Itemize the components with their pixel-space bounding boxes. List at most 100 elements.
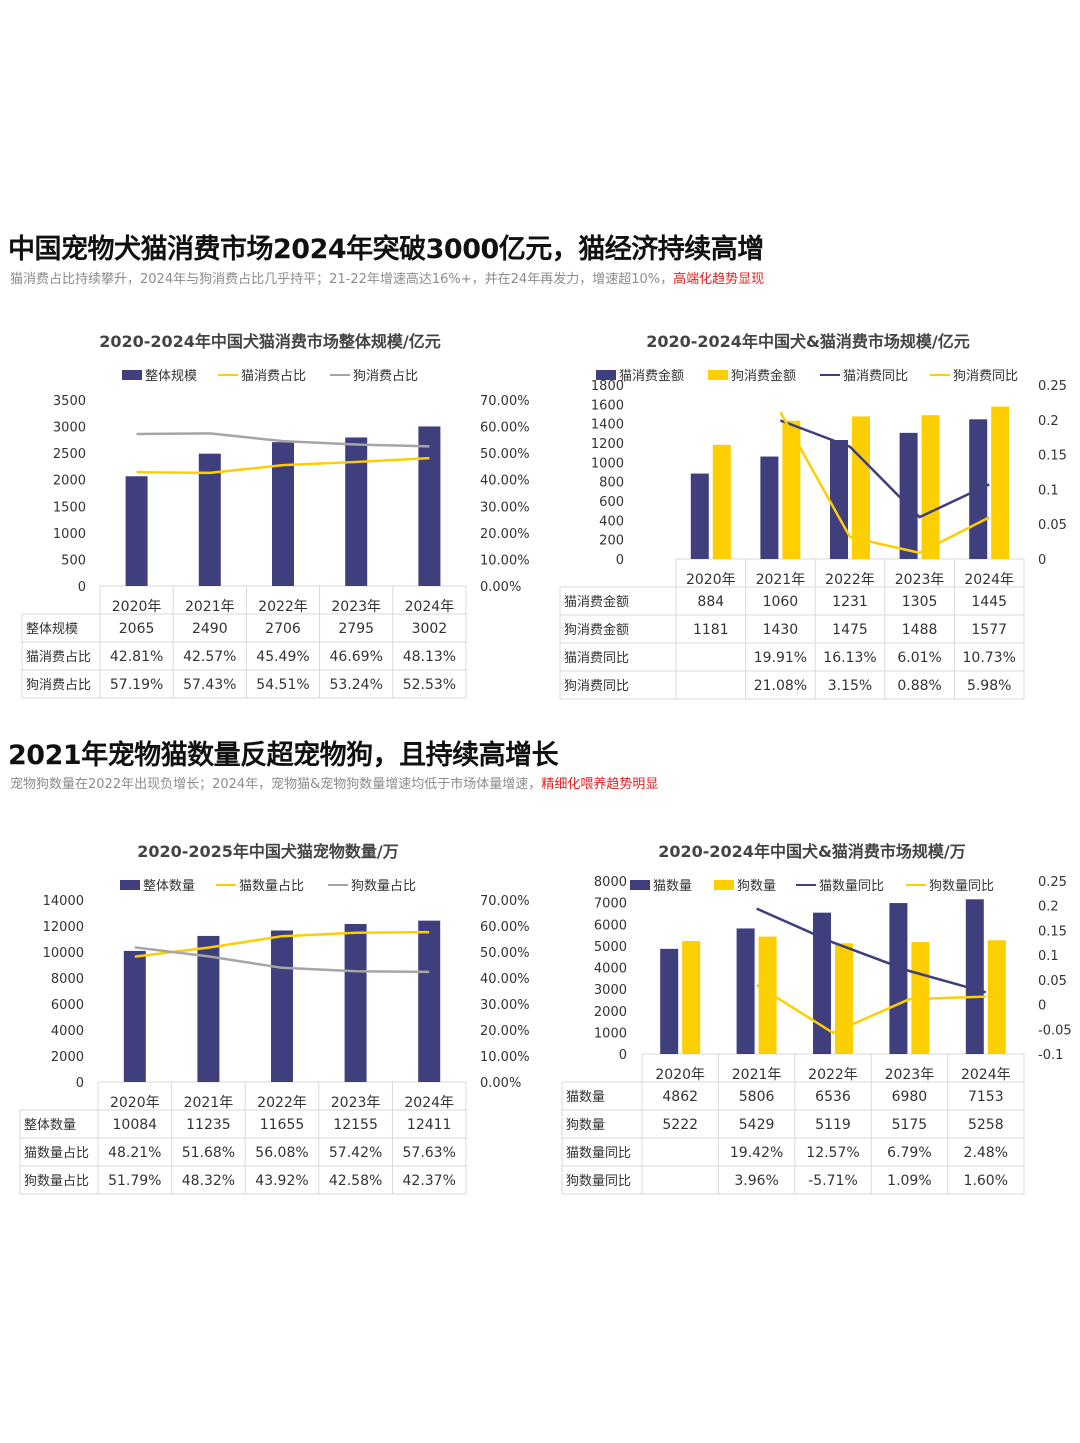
chart-title: 2020-2024年中国犬&猫消费市场规模/亿元 xyxy=(646,332,970,351)
legend-label: 猫数量 xyxy=(653,879,692,894)
right-tick-label: 60.00% xyxy=(480,421,530,436)
bar xyxy=(921,415,940,559)
left-tick-label: 1800 xyxy=(591,379,624,394)
legend-label: 猫消费占比 xyxy=(241,369,306,384)
table-cell: 57.63% xyxy=(403,1145,456,1161)
category-label: 2022年 xyxy=(825,572,875,588)
bar xyxy=(965,899,984,1054)
table-cell: 12155 xyxy=(333,1117,378,1133)
table-cell: 1.09% xyxy=(887,1173,931,1189)
table-cell: 2706 xyxy=(265,621,301,637)
table-row-label: 狗消费同比 xyxy=(564,679,629,694)
table-cell: 7153 xyxy=(968,1089,1004,1105)
left-tick-label: 12000 xyxy=(43,920,84,935)
left-tick-label: 500 xyxy=(61,553,86,568)
bar xyxy=(125,476,148,586)
section2-subline-text: 宠物狗数量在2022年出现负增长；2024年，宠物猫&宠物狗数量增速均低于市场体… xyxy=(10,777,542,792)
bar xyxy=(712,444,731,559)
table-cell: 57.42% xyxy=(329,1145,382,1161)
table-cell: 2490 xyxy=(192,621,228,637)
table-cell: 884 xyxy=(697,594,724,610)
category-label: 2020年 xyxy=(655,1067,705,1083)
table-cell: 6.79% xyxy=(887,1145,931,1161)
category-label: 2021年 xyxy=(756,572,806,588)
table-cell: 57.19% xyxy=(110,677,163,693)
table-cell: 2065 xyxy=(119,621,155,637)
left-tick-label: 1200 xyxy=(591,437,624,452)
left-tick-label: 0 xyxy=(619,1048,627,1063)
left-tick-label: 4000 xyxy=(51,1024,84,1039)
table-cell: 1430 xyxy=(763,622,799,638)
category-label: 2022年 xyxy=(258,599,308,615)
left-tick-label: 3000 xyxy=(594,983,627,998)
table-row-label: 猫数量同比 xyxy=(566,1146,631,1161)
right-tick-label: 0.25 xyxy=(1038,379,1067,394)
bar xyxy=(758,936,777,1054)
left-tick-label: 14000 xyxy=(43,894,84,909)
table-cell: 46.69% xyxy=(330,649,383,665)
table-cell: 52.53% xyxy=(403,677,456,693)
table-row-label: 整体数量 xyxy=(24,1118,76,1133)
legend-label: 猫数量同比 xyxy=(819,879,884,894)
legend-swatch xyxy=(708,370,728,380)
table-row-label: 狗消费金额 xyxy=(564,622,629,638)
table-cell: 56.08% xyxy=(255,1145,308,1161)
table-row-label: 狗数量同比 xyxy=(566,1174,631,1189)
section2-subline-highlight: 精细化喂养趋势明显 xyxy=(541,777,659,792)
table-row-label: 猫数量占比 xyxy=(24,1146,89,1161)
legend-label: 猫消费同比 xyxy=(843,369,908,384)
right-tick-label: 0.00% xyxy=(480,1076,521,1091)
right-tick-label: 0 xyxy=(1038,999,1046,1014)
right-tick-label: 70.00% xyxy=(480,894,530,909)
bar xyxy=(271,930,293,1082)
category-label: 2021年 xyxy=(185,599,235,615)
table-cell: 42.58% xyxy=(329,1173,382,1189)
category-label: 2024年 xyxy=(404,1095,454,1111)
left-tick-label: 2000 xyxy=(53,474,86,489)
series-line xyxy=(755,983,986,1035)
right-tick-label: 0.15 xyxy=(1038,924,1067,939)
right-tick-label: -0.1 xyxy=(1038,1048,1063,1063)
category-label: 2023年 xyxy=(331,1095,381,1111)
right-tick-label: 0.1 xyxy=(1038,483,1059,498)
series-line xyxy=(779,419,990,519)
bar xyxy=(690,473,709,559)
right-tick-label: 0.05 xyxy=(1038,518,1067,533)
table-row-label: 猫消费金额 xyxy=(564,594,629,610)
category-label: 2024年 xyxy=(964,572,1014,588)
left-tick-label: 6000 xyxy=(594,918,627,933)
table-cell: 3.15% xyxy=(828,678,872,694)
left-tick-label: 1600 xyxy=(591,398,624,413)
right-tick-label: 10.00% xyxy=(480,1050,530,1065)
table-cell: 11235 xyxy=(186,1117,231,1133)
table-cell: 1445 xyxy=(971,594,1007,610)
series-line xyxy=(756,907,987,994)
table-cell: -5.71% xyxy=(808,1173,858,1189)
bar xyxy=(899,432,918,559)
chart-title: 2020-2024年中国犬&猫消费市场规模/万 xyxy=(658,842,966,861)
chart-title: 2020-2025年中国犬猫宠物数量/万 xyxy=(137,842,399,861)
table-cell: 5806 xyxy=(739,1089,775,1105)
table-cell: 10.73% xyxy=(963,650,1016,666)
right-tick-label: 30.00% xyxy=(480,998,530,1013)
bar xyxy=(418,920,441,1082)
left-tick-label: 4000 xyxy=(594,962,627,977)
right-tick-label: 0.15 xyxy=(1038,449,1067,464)
series-line xyxy=(136,456,430,475)
right-tick-label: 30.00% xyxy=(480,500,530,515)
table-cell: 1.60% xyxy=(964,1173,1008,1189)
section2-headline: 2021年宠物猫数量反超宠物狗，且持续高增长 xyxy=(8,740,559,771)
bar xyxy=(889,903,908,1054)
table-cell: 5175 xyxy=(892,1117,928,1133)
table-cell: 16.13% xyxy=(823,650,876,666)
table-cell: 42.81% xyxy=(110,649,163,665)
table-cell: 4862 xyxy=(662,1089,698,1105)
right-tick-label: 10.00% xyxy=(480,553,530,568)
right-tick-label: 0.2 xyxy=(1038,414,1059,429)
category-label: 2024年 xyxy=(405,599,455,615)
left-tick-label: 5000 xyxy=(594,940,627,955)
table-cell: 5429 xyxy=(739,1117,775,1133)
left-tick-label: 1000 xyxy=(591,456,624,471)
